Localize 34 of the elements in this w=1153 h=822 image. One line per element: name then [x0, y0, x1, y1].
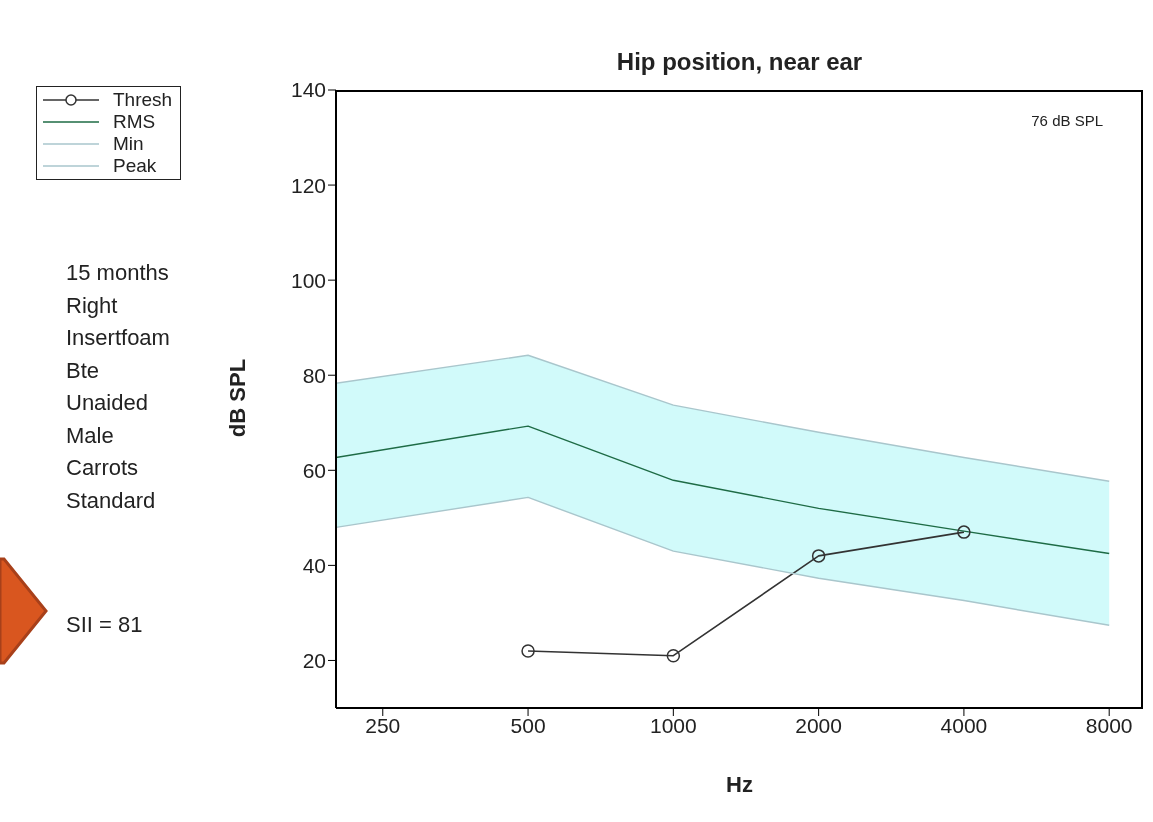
legend-label: RMS: [113, 111, 156, 133]
text: Right: [66, 291, 119, 320]
legend-label: Peak: [113, 155, 157, 177]
x-axis-title: Hz: [725, 772, 754, 798]
chart-title: Hip position, near ear: [615, 48, 864, 76]
text: Unaided: [66, 389, 149, 417]
x-tick-label: 250: [365, 713, 401, 737]
x-tick-label: 2000: [795, 713, 842, 737]
point: [666, 648, 681, 663]
y-tick-label: 100: [290, 268, 326, 292]
y-tick-label: 120: [290, 173, 326, 197]
text: Carrots: [66, 454, 140, 482]
text: SII = 81: [66, 612, 143, 638]
legend-label: Thresh: [113, 89, 173, 111]
text: Insertfoam: [66, 324, 170, 352]
annotation: 76 dB SPL: [1031, 112, 1103, 129]
point: [957, 525, 971, 539]
y-tick-label: 140: [290, 78, 326, 102]
text: Bte: [66, 356, 101, 385]
point: [811, 549, 826, 563]
y-tick-label: 60: [302, 458, 326, 482]
text: Standard: [66, 486, 157, 515]
y-tick-label: 20: [302, 648, 326, 672]
legend-label: Min: [113, 133, 144, 155]
y-axis-title: dB SPL: [225, 357, 251, 440]
x-tick-label: 4000: [940, 713, 988, 737]
point: [521, 644, 535, 658]
y-tick-label: 80: [302, 363, 326, 387]
text: Male: [66, 421, 115, 450]
x-tick-label: 1000: [649, 713, 697, 737]
text: 15 months: [66, 259, 170, 287]
x-tick-label: 8000: [1085, 713, 1133, 737]
y-tick-label: 40: [302, 553, 326, 577]
x-tick-label: 500: [510, 713, 546, 737]
